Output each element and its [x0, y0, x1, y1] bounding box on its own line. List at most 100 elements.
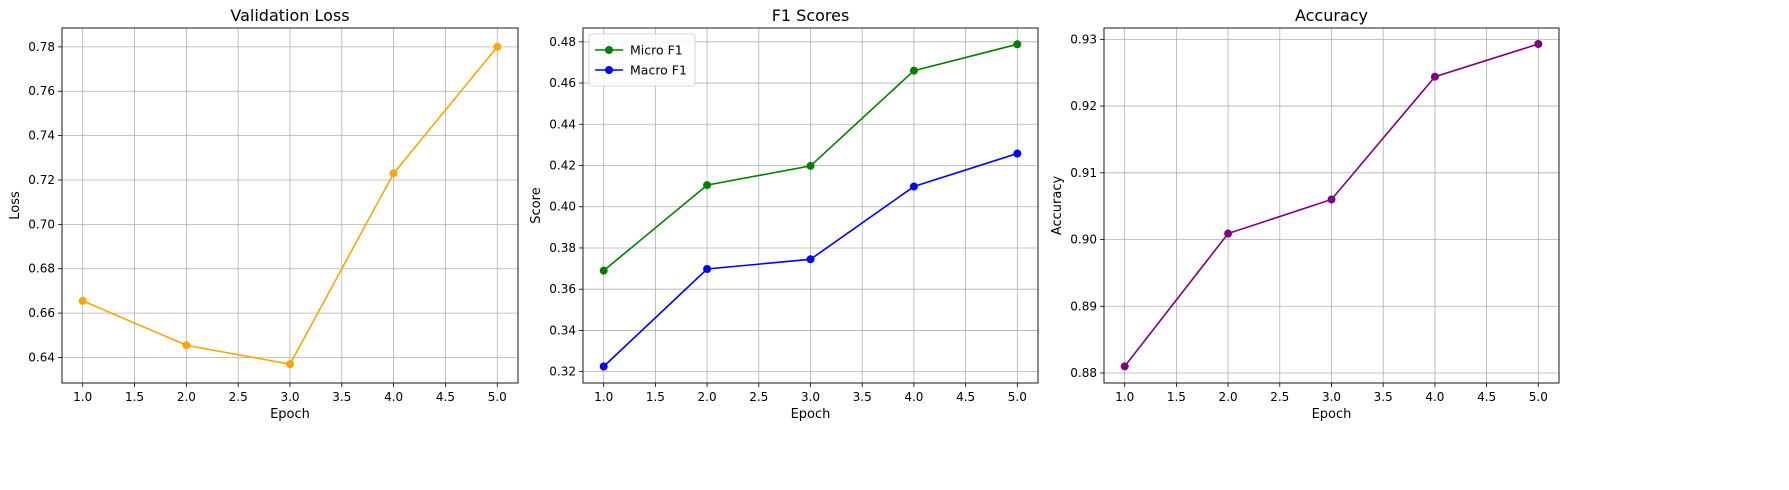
y-tick-label: 0.68: [28, 262, 55, 276]
x-tick-label: 1.5: [1167, 390, 1186, 404]
axes-frame: [1103, 27, 1560, 384]
y-tick-label: 0.46: [549, 76, 576, 90]
y-tick-label: 0.44: [549, 117, 576, 131]
data-point: [1224, 229, 1233, 238]
legend-label: Micro F1: [630, 43, 683, 58]
data-point: [806, 255, 815, 264]
series-macro-f1: [599, 149, 1022, 371]
data-point: [182, 341, 191, 350]
y-tick-label: 0.36: [549, 282, 576, 296]
data-point: [703, 181, 712, 190]
y-axis-label: Accuracy: [1050, 176, 1065, 236]
data-point: [1013, 149, 1022, 158]
legend-swatch-marker: [605, 46, 613, 54]
x-tick-label: 5.0: [488, 390, 507, 404]
data-point: [389, 169, 398, 178]
x-axis-label: Epoch: [791, 407, 831, 422]
x-tick-label: 4.5: [436, 390, 455, 404]
data-point: [1430, 72, 1439, 81]
x-axis-label: Epoch: [270, 407, 310, 422]
data-point: [806, 161, 815, 170]
chart-title: Accuracy: [1295, 6, 1368, 25]
x-tick-label: 1.0: [594, 390, 613, 404]
x-tick-label: 2.5: [749, 390, 768, 404]
data-point: [599, 266, 608, 275]
y-tick-label: 0.32: [549, 365, 576, 379]
x-tick-label: 3.0: [801, 390, 820, 404]
y-tick-label: 0.74: [28, 129, 55, 143]
data-point: [703, 264, 712, 273]
x-tick-label: 4.0: [1425, 390, 1444, 404]
data-point: [909, 66, 918, 75]
y-axis-label: Loss: [8, 191, 23, 220]
x-tick-label: 4.0: [904, 390, 923, 404]
legend-label: Macro F1: [630, 63, 687, 78]
y-tick-label: 0.76: [28, 84, 55, 98]
data-point: [286, 360, 294, 369]
y-tick-label: 0.91: [1070, 166, 1097, 180]
chart-title: F1 Scores: [772, 6, 850, 25]
series-micro-f1: [599, 40, 1022, 275]
series-0: [78, 42, 502, 369]
legend-swatch-marker: [605, 66, 613, 74]
x-tick-label: 3.5: [1374, 390, 1393, 404]
x-tick-label: 5.0: [1529, 390, 1548, 404]
y-tick-label: 0.90: [1070, 233, 1097, 247]
x-tick-label: 4.0: [384, 390, 403, 404]
x-tick-label: 3.5: [332, 390, 351, 404]
legend: Micro F1 Macro F1: [588, 33, 696, 87]
validation-loss-panel: Validation Loss Epoch Loss 1.0 1.5 2.0 2.5 3…: [8, 6, 519, 422]
series-0: [1120, 40, 1543, 371]
y-tick-label: 0.92: [1070, 99, 1097, 113]
chart-title: Validation Loss: [230, 6, 349, 25]
grid: [62, 28, 518, 383]
x-tick-label: 4.5: [956, 390, 975, 404]
y-tick-label: 0.42: [549, 159, 576, 173]
y-tick-label: 0.70: [28, 217, 55, 231]
x-tick-label: 1.5: [125, 390, 144, 404]
x-tick-label: 2.0: [698, 390, 717, 404]
y-tick-label: 0.34: [549, 323, 576, 337]
x-tick-label: 2.0: [177, 390, 196, 404]
x-tick-label: 3.0: [1322, 390, 1341, 404]
axes-frame: [61, 27, 519, 384]
x-tick-label: 3.5: [853, 390, 872, 404]
data-point: [1013, 40, 1022, 49]
x-tick-label: 2.0: [1219, 390, 1238, 404]
y-tick-label: 0.78: [28, 40, 55, 54]
data-point: [1120, 362, 1129, 371]
y-tick-label: 0.64: [28, 350, 55, 364]
x-tick-label: 2.5: [229, 390, 248, 404]
grid: [1104, 28, 1559, 383]
data-point: [909, 182, 918, 191]
y-tick-label: 0.72: [28, 173, 55, 187]
x-tick-label: 5.0: [1008, 390, 1027, 404]
x-tick-label: 1.0: [1115, 390, 1134, 404]
f1-scores-panel: F1 Scores Epoch Score 1.0 1.5 2.0 2.5 3.0 3.5…: [529, 6, 1039, 422]
x-tick-label: 1.0: [73, 390, 92, 404]
accuracy-panel: Accuracy Epoch Accuracy 1.0 1.5 2.0 2.5 3.0 3…: [1050, 6, 1560, 422]
data-point: [599, 362, 608, 371]
x-tick-label: 4.5: [1477, 390, 1496, 404]
y-tick-label: 0.38: [549, 241, 576, 255]
y-tick-label: 0.93: [1070, 32, 1097, 46]
y-tick-label: 0.89: [1070, 299, 1097, 313]
y-tick-label: 0.40: [549, 200, 576, 214]
x-tick-label: 3.0: [280, 390, 299, 404]
grid: [583, 28, 1038, 383]
legend-box: [588, 33, 696, 87]
data-point: [1327, 195, 1336, 204]
y-axis-label: Score: [529, 187, 544, 223]
y-tick-label: 0.66: [28, 306, 55, 320]
data-point: [78, 296, 87, 305]
y-tick-label: 0.48: [549, 35, 576, 49]
data-point: [1534, 40, 1543, 49]
data-point: [493, 42, 502, 51]
axes-frame: [582, 27, 1039, 384]
y-tick-label: 0.88: [1070, 366, 1097, 380]
x-axis-label: Epoch: [1312, 407, 1352, 422]
x-tick-label: 1.5: [646, 390, 665, 404]
x-tick-label: 2.5: [1270, 390, 1289, 404]
